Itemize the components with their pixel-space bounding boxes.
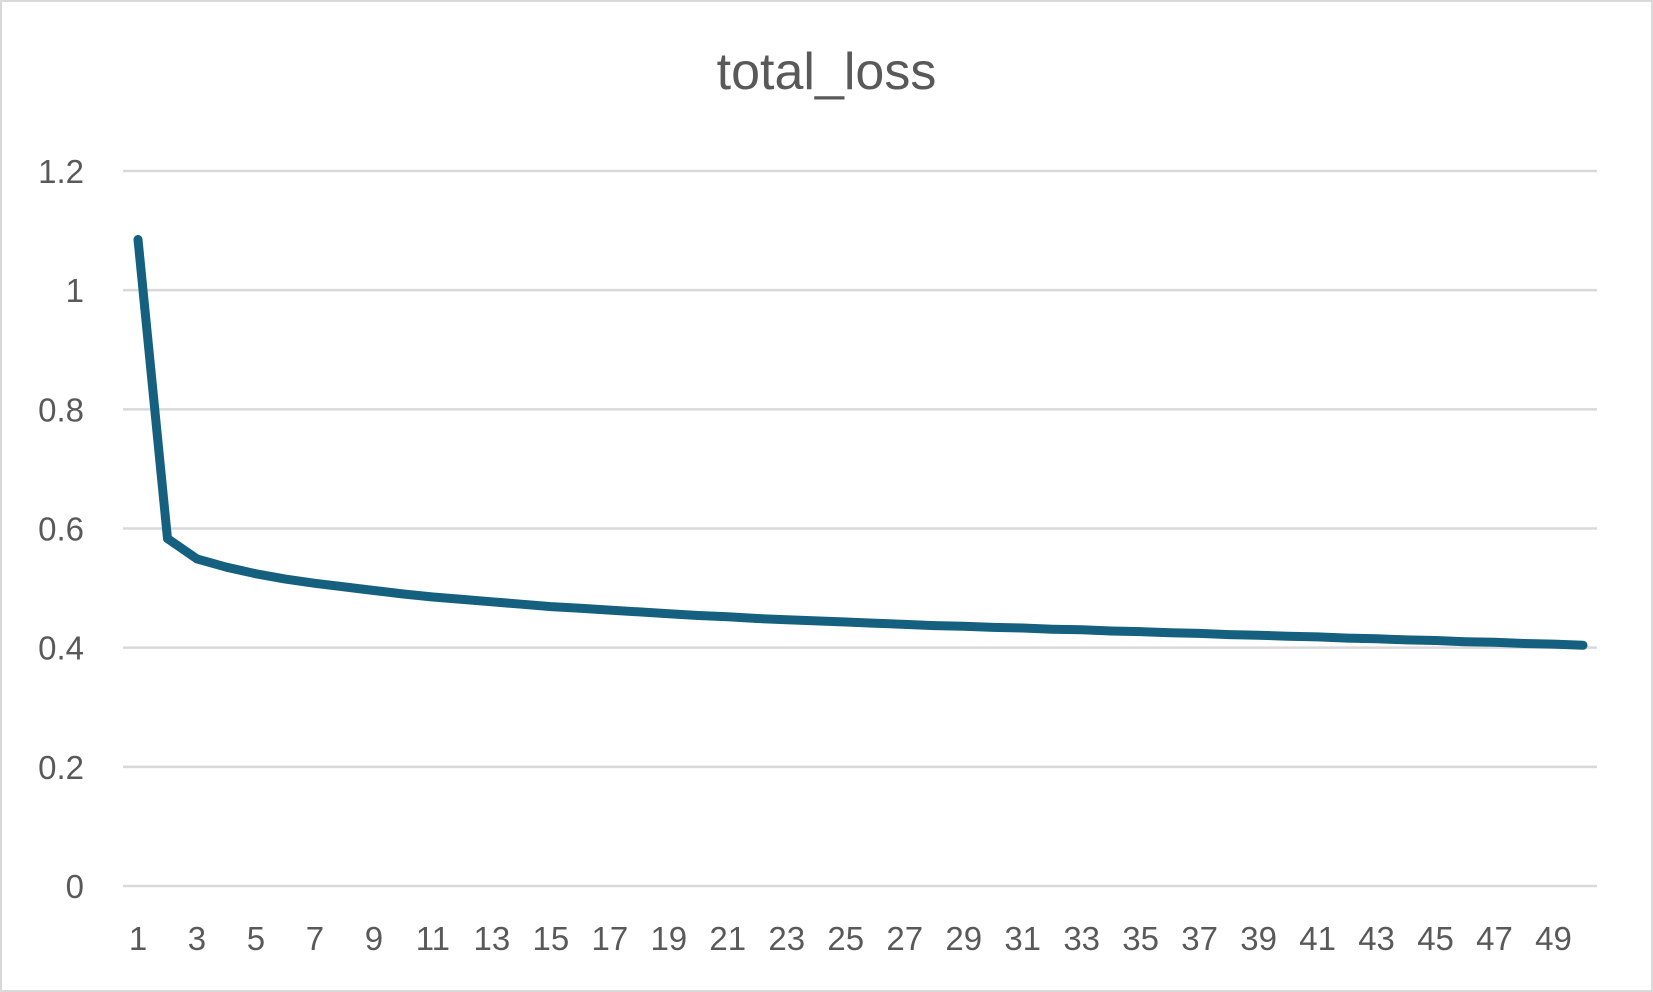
x-tick-label: 35 — [1122, 920, 1159, 957]
x-tick-label: 19 — [650, 920, 687, 957]
x-tick-label: 9 — [365, 920, 383, 957]
x-tick-label: 13 — [474, 920, 511, 957]
x-tick-label: 17 — [591, 920, 628, 957]
y-tick-label: 0 — [66, 868, 84, 905]
y-tick-label: 1.2 — [38, 153, 84, 190]
x-tick-label: 47 — [1476, 920, 1513, 957]
x-tick-label: 27 — [886, 920, 923, 957]
x-tick-label: 43 — [1358, 920, 1395, 957]
x-tick-label: 41 — [1299, 920, 1336, 957]
x-tick-label: 11 — [416, 920, 450, 957]
x-tick-label: 21 — [709, 920, 746, 957]
y-tick-label: 0.4 — [38, 630, 84, 667]
x-tick-label: 29 — [945, 920, 982, 957]
x-tick-label: 37 — [1181, 920, 1218, 957]
series-line — [133, 235, 1588, 650]
x-tick-label: 31 — [1004, 920, 1041, 957]
x-tick-label: 5 — [247, 920, 265, 957]
x-tick-label: 39 — [1240, 920, 1277, 957]
x-tick-label: 3 — [188, 920, 206, 957]
x-tick-label: 1 — [129, 920, 147, 957]
y-tick-label: 0.8 — [38, 391, 84, 428]
x-tick-label: 7 — [306, 920, 324, 957]
y-tick-label: 0.2 — [38, 749, 84, 786]
x-tick-label: 45 — [1417, 920, 1454, 957]
x-tick-label: 33 — [1063, 920, 1100, 957]
x-tick-label: 15 — [532, 920, 569, 957]
chart-title: total_loss — [716, 43, 937, 101]
x-tick-label: 25 — [827, 920, 864, 957]
y-tick-label: 0.6 — [38, 511, 84, 548]
y-tick-label: 1 — [66, 272, 84, 309]
x-tick-label: 49 — [1535, 920, 1572, 957]
x-tick-label: 23 — [768, 920, 805, 957]
